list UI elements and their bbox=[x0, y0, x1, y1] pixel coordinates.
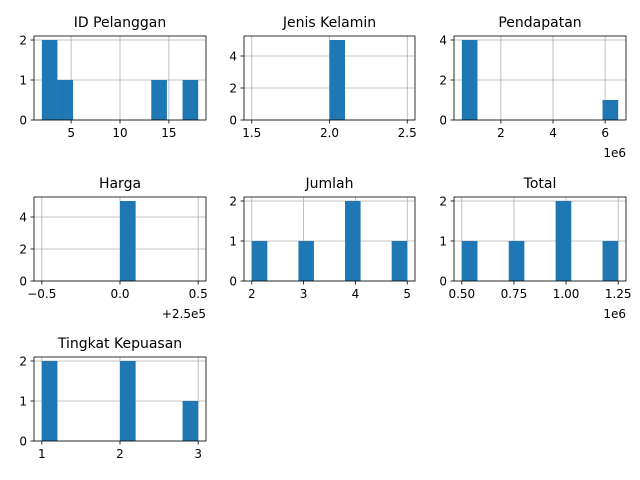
x-tick-label: 0.50 bbox=[448, 287, 475, 301]
subplot-jumlah: 2 3 4 5 0 1 2 Jumlah bbox=[229, 176, 416, 301]
histogram-bar bbox=[151, 80, 167, 120]
histogram-bar bbox=[120, 361, 136, 441]
y-tick-label: 0 bbox=[229, 114, 237, 128]
y-tick-label: 2 bbox=[229, 195, 237, 209]
y-tick-label: 1 bbox=[19, 74, 27, 88]
y-tick-label: 2 bbox=[439, 195, 447, 209]
x-tick-label: 0.0 bbox=[110, 287, 129, 301]
histogram-bar bbox=[120, 201, 136, 281]
x-tick-label: 2.0 bbox=[320, 126, 339, 140]
histogram-bar bbox=[461, 40, 478, 120]
subplot-id-pelanggan: 5 10 15 0 1 2 ID Pelanggan bbox=[19, 15, 207, 140]
x-tick-label: −0.5 bbox=[27, 287, 56, 301]
x-tick-label: 3 bbox=[194, 447, 202, 461]
x-tick-label: 4 bbox=[352, 287, 360, 301]
histogram-bar bbox=[251, 241, 268, 281]
x-tick-label: 6 bbox=[601, 126, 609, 140]
histogram-bar bbox=[345, 201, 361, 281]
x-tick-label: 0.75 bbox=[501, 287, 528, 301]
histogram-bar bbox=[602, 241, 619, 281]
x-tick-label: 0.5 bbox=[189, 287, 208, 301]
x-tick-label: 3 bbox=[300, 287, 308, 301]
y-tick-label: 0 bbox=[229, 275, 237, 289]
histogram-bar bbox=[182, 401, 199, 441]
y-tick-label: 1 bbox=[229, 235, 237, 249]
axis-offset-label: 1e6 bbox=[603, 146, 626, 160]
subplot-title: Jumlah bbox=[305, 176, 354, 192]
histogram-bar bbox=[57, 80, 74, 120]
y-tick-label: 1 bbox=[19, 395, 27, 409]
subplot-title: Tingkat Kepuasan bbox=[57, 336, 182, 352]
subplot-title: Pendapatan bbox=[498, 15, 581, 31]
histogram-bar bbox=[555, 201, 572, 281]
x-tick-label: 4 bbox=[549, 126, 557, 140]
y-tick-label: 0 bbox=[19, 275, 27, 289]
x-tick-label: 10 bbox=[112, 126, 127, 140]
axis-offset-label: 1e6 bbox=[603, 307, 626, 321]
subplot-title: Jenis Kelamin bbox=[282, 15, 376, 31]
x-tick-label: 2 bbox=[116, 447, 124, 461]
subplot-title: ID Pelanggan bbox=[74, 15, 166, 31]
y-tick-label: 2 bbox=[19, 243, 27, 257]
x-tick-label: 1.00 bbox=[553, 287, 580, 301]
subplot-title: Harga bbox=[99, 176, 141, 192]
histogram-bar bbox=[602, 100, 619, 120]
y-tick-label: 2 bbox=[439, 74, 447, 88]
axes-frame bbox=[243, 196, 416, 282]
axes-frame bbox=[453, 35, 627, 121]
axes-frame bbox=[453, 196, 627, 282]
x-tick-label: 2.5 bbox=[398, 126, 417, 140]
histogram-bar bbox=[508, 241, 525, 281]
x-tick-label: 5 bbox=[67, 126, 75, 140]
subplot-jenis-kelamin: 1.5 2.0 2.5 0 2 4 Jenis Kelamin bbox=[229, 15, 416, 140]
subplot-total: 0.50 0.75 1.00 1.25 0 1 2 Total 1e6 bbox=[439, 176, 631, 321]
y-tick-label: 0 bbox=[439, 275, 447, 289]
subplot-title: Total bbox=[523, 176, 557, 192]
histogram-bar bbox=[461, 241, 478, 281]
histogram-bar bbox=[41, 40, 58, 120]
histogram-bar bbox=[391, 241, 408, 281]
y-tick-label: 0 bbox=[439, 114, 447, 128]
x-tick-label: 1.25 bbox=[605, 287, 632, 301]
y-tick-label: 4 bbox=[19, 211, 27, 225]
histogram-bar bbox=[41, 361, 58, 441]
subplot-harga: −0.5 0.0 0.5 0 2 4 Harga +2.5e5 bbox=[19, 176, 207, 321]
y-tick-label: 2 bbox=[19, 34, 27, 48]
histogram-bar bbox=[182, 80, 199, 120]
axis-offset-label: +2.5e5 bbox=[162, 307, 206, 321]
y-tick-label: 0 bbox=[19, 435, 27, 449]
y-tick-label: 2 bbox=[19, 355, 27, 369]
subplot-pendapatan: 2 4 6 0 2 4 Pendapatan 1e6 bbox=[439, 15, 627, 160]
x-tick-label: 2 bbox=[248, 287, 256, 301]
x-tick-label: 1.5 bbox=[242, 126, 261, 140]
x-tick-label: 15 bbox=[161, 126, 176, 140]
y-tick-label: 1 bbox=[439, 235, 447, 249]
histogram-bar bbox=[329, 40, 346, 120]
y-tick-label: 0 bbox=[19, 114, 27, 128]
x-tick-label: 1 bbox=[38, 447, 46, 461]
x-tick-label: 2 bbox=[497, 126, 505, 140]
histogram-bar bbox=[298, 241, 314, 281]
x-tick-label: 5 bbox=[403, 287, 411, 301]
y-tick-label: 4 bbox=[229, 50, 237, 64]
y-tick-label: 4 bbox=[439, 34, 447, 48]
y-tick-label: 2 bbox=[229, 82, 237, 96]
